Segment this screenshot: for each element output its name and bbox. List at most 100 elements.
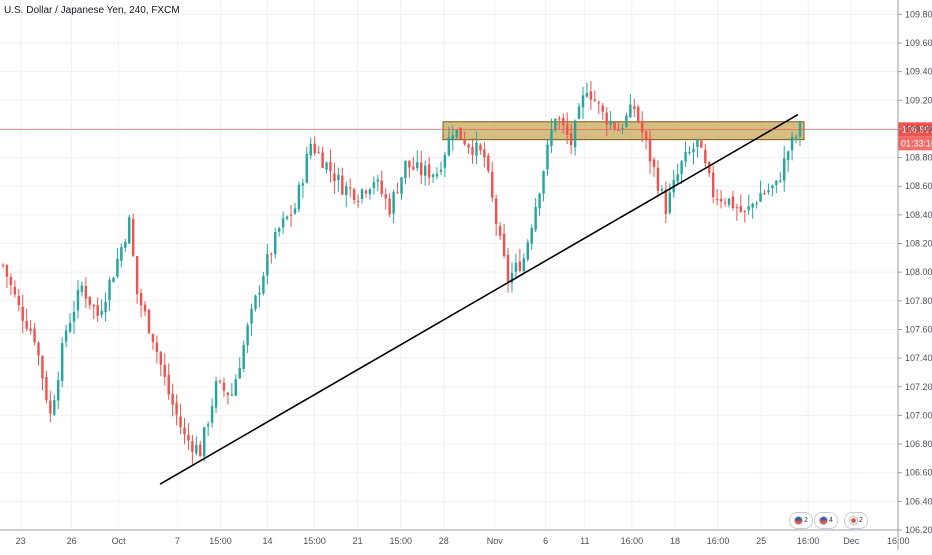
candle-body (333, 173, 336, 182)
candle-body (443, 154, 447, 168)
candle-body (633, 106, 636, 109)
candle-body (250, 308, 253, 324)
candle-body (57, 380, 60, 401)
candle-body (135, 256, 139, 295)
candle-body (254, 295, 257, 309)
candle-body (783, 158, 786, 181)
candle-body (613, 122, 616, 129)
candle-body (143, 304, 147, 312)
candle-body (708, 162, 711, 174)
candle-body (771, 185, 774, 189)
candle-body (155, 342, 159, 352)
candle-body (585, 92, 589, 97)
candle-body (719, 198, 723, 202)
candle-body (538, 193, 541, 209)
x-tick-label: 6 (543, 536, 548, 546)
candle-body (297, 184, 301, 210)
candle-body (731, 196, 735, 209)
candle-body (325, 162, 328, 170)
x-tick-label: 21 (353, 536, 363, 546)
candle-body (45, 376, 48, 401)
economic-event-badge-us[interactable]: 4 (814, 512, 838, 529)
candle-body (755, 203, 758, 205)
candle-body (270, 253, 273, 255)
candle-body (84, 286, 88, 299)
resistance-zone-layer (442, 121, 805, 141)
economic-event-badge-us[interactable]: 2 (789, 512, 813, 529)
candle-body (597, 102, 600, 104)
candle-body (226, 392, 230, 396)
y-tick-label: 107.200 (905, 382, 932, 392)
x-tick-label: 25 (756, 536, 766, 546)
y-tick-label: 109.600 (905, 38, 932, 48)
candle-body (412, 166, 415, 170)
y-tick-label: 106.800 (905, 439, 932, 449)
candle-body (727, 198, 731, 205)
candle-body (388, 198, 391, 215)
candle-body (92, 305, 95, 307)
candle-body (494, 198, 498, 224)
y-tick-label: 107.000 (905, 410, 932, 420)
candle-body (625, 115, 628, 127)
candle-body (518, 261, 522, 272)
candle-body (522, 258, 526, 272)
candle-body (364, 190, 368, 194)
candle-body (558, 118, 561, 120)
candle-body (569, 133, 573, 146)
x-tick-label: 15:00 (303, 536, 326, 546)
candle-body (562, 117, 565, 126)
candle-body (617, 129, 620, 131)
x-tick-label: Nov (487, 536, 504, 546)
candle-body (526, 242, 529, 260)
y-tick-label: 109.000 (905, 124, 932, 134)
y-tick-label: 107.800 (905, 296, 932, 306)
x-tick-label: 15:00 (209, 536, 232, 546)
candle-body (167, 374, 170, 395)
candle-body (230, 394, 234, 396)
candle-body (794, 136, 798, 139)
x-tick-label: 23 (16, 536, 26, 546)
candle-body (392, 192, 395, 214)
economic-event-badge-jp[interactable]: 2 (844, 512, 868, 529)
candle-countdown: 01:33:16 (901, 138, 932, 148)
candle-body (644, 131, 648, 140)
candle-body (360, 189, 364, 200)
candle-body (648, 138, 652, 162)
candle-body (447, 137, 451, 156)
candle-body (120, 247, 123, 261)
candle-body (183, 427, 186, 435)
candle-body (345, 185, 348, 196)
grid (0, 0, 899, 531)
candle-body (195, 444, 198, 454)
candle-body (431, 174, 435, 178)
candle-body (577, 106, 581, 119)
y-tick-label: 109.800 (905, 9, 932, 19)
candle-body (767, 190, 770, 193)
candle-body (554, 118, 557, 131)
candle-body (203, 427, 206, 457)
candle-body (147, 309, 151, 334)
candle-body (37, 343, 40, 356)
candle-body (128, 217, 131, 244)
candle-body (676, 174, 679, 182)
candle-body (372, 182, 376, 188)
candle-body (17, 295, 20, 306)
x-tick-label: 28 (439, 536, 449, 546)
last-price-line-layer: 108.997 01:33:16 (0, 122, 932, 151)
y-tick-label: 106.600 (905, 468, 932, 478)
candle-body (376, 179, 380, 182)
x-tick-label: Oct (112, 536, 127, 546)
candle-body (704, 149, 707, 164)
y-tick-label: 109.200 (905, 95, 932, 105)
candle-body (277, 228, 281, 232)
candle-body (459, 127, 462, 140)
candle-body (33, 328, 36, 343)
candle-body (506, 254, 510, 282)
y-tick-label: 108.800 (905, 153, 932, 163)
candle-body (652, 159, 656, 168)
x-tick-label: 16:00 (707, 536, 730, 546)
candle-body (187, 434, 190, 441)
